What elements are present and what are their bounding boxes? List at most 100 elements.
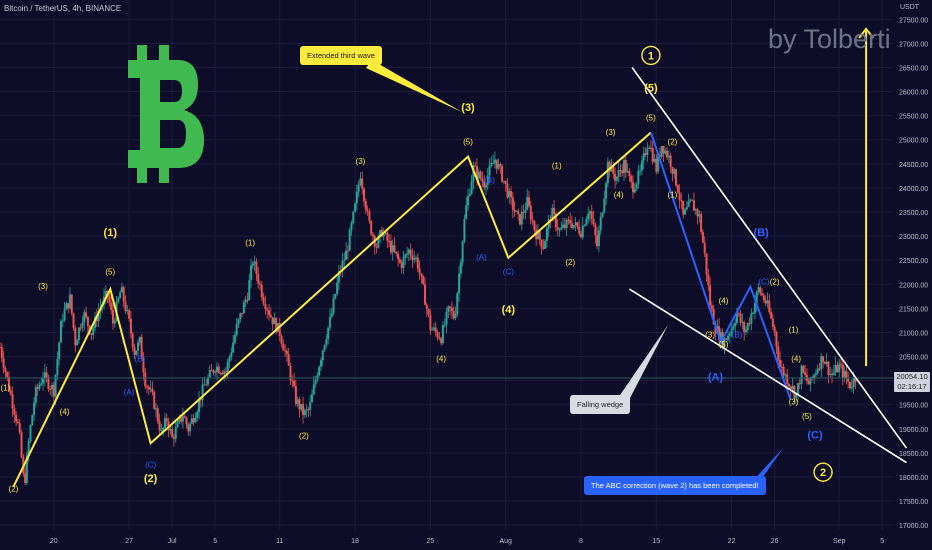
- candle-body: [558, 229, 561, 231]
- candle-body: [147, 386, 150, 390]
- candle-body: [802, 365, 805, 373]
- candle-body: [120, 287, 123, 293]
- candle-body: [205, 384, 208, 386]
- candle-body: [440, 338, 443, 344]
- candle-body: [251, 263, 254, 266]
- candle-body: [255, 261, 258, 275]
- candle-body: [782, 366, 785, 376]
- candle-body: [267, 310, 270, 315]
- candle-body: [415, 257, 418, 259]
- candle-body: [228, 356, 231, 362]
- logo-bar: [159, 165, 169, 183]
- candle-body: [160, 430, 163, 432]
- candle-body: [691, 199, 694, 201]
- candle-body: [257, 274, 260, 284]
- candle-body: [266, 309, 269, 311]
- candle-body: [260, 284, 263, 298]
- candle-body: [330, 313, 333, 317]
- candle-body: [730, 328, 733, 334]
- candle-body: [345, 250, 348, 260]
- candle-body: [314, 379, 317, 385]
- wave-line: [12, 131, 652, 488]
- time-tick-label: 25: [426, 538, 434, 545]
- candle-body: [617, 170, 620, 177]
- candle-body: [49, 389, 52, 391]
- candle-body: [619, 170, 622, 172]
- candle-body: [207, 377, 210, 385]
- candle-body: [588, 211, 591, 214]
- candle-body: [395, 251, 398, 254]
- bitcoin-logo-icon: [128, 45, 204, 183]
- candle-body: [450, 307, 453, 311]
- candle-body: [603, 198, 606, 213]
- candle-body: [529, 205, 532, 220]
- candle-body: [221, 373, 224, 375]
- wave-label: (3): [606, 128, 616, 137]
- candle-body: [578, 226, 581, 234]
- candle-body: [633, 188, 636, 193]
- abc-completed-callout: The ABC correction (wave 2) has been com…: [584, 476, 766, 495]
- time-axis[interactable]: 20 27 Jul 5 11 18 25 Aug 8 15 22 26 Sep 5: [50, 538, 884, 545]
- candle-body: [685, 207, 688, 210]
- price-tick-label: 27000.00: [899, 41, 928, 48]
- price-axis[interactable]: 17000.00 17500.00 18000.00 18500.00 19000.00…: [899, 17, 928, 530]
- candle-body: [517, 210, 520, 215]
- falling-wedge-callout: Falling wedge: [570, 395, 631, 414]
- extended-third-wave-pointer: [366, 60, 462, 112]
- candle-body: [515, 210, 518, 212]
- candle-body: [488, 165, 491, 176]
- candle-body: [111, 310, 114, 324]
- candle-body: [246, 299, 249, 301]
- candle-body: [594, 224, 597, 236]
- candle-body: [11, 394, 14, 409]
- last-price-value: 20054.10: [896, 372, 928, 381]
- candle-body: [599, 216, 602, 231]
- candle-body: [309, 402, 312, 410]
- candle-body: [45, 372, 48, 378]
- candle-body: [562, 224, 565, 228]
- candle-body: [800, 365, 803, 384]
- candle-body: [271, 317, 274, 325]
- candle-body: [649, 147, 652, 149]
- candle-body: [110, 302, 113, 311]
- candle-body: [332, 298, 335, 314]
- candle-body: [723, 338, 726, 347]
- wave-label: (2): [668, 138, 678, 147]
- candle-body: [734, 322, 737, 327]
- candle-body: [737, 313, 740, 315]
- candle-body: [601, 212, 604, 217]
- time-tick-label: 26: [771, 538, 779, 545]
- wave-circle: [641, 45, 661, 66]
- candle-body: [348, 230, 351, 251]
- candle-body: [807, 380, 810, 385]
- arrow-head: [858, 27, 874, 39]
- callout-pointers: [366, 60, 784, 484]
- candle-body: [823, 362, 826, 364]
- candle-body: [770, 312, 773, 319]
- price-tick-label: 23000.00: [899, 234, 928, 241]
- wave-label: (C): [503, 268, 514, 277]
- bar-countdown: 02:16:17: [897, 382, 927, 391]
- wave-label: (5): [644, 83, 658, 95]
- candle-body: [454, 314, 457, 319]
- candle-body: [499, 164, 502, 167]
- candle-body: [465, 205, 468, 219]
- candle-body: [664, 150, 667, 154]
- candle-body: [336, 282, 339, 295]
- candle-body: [61, 320, 64, 322]
- wave-label: (A): [476, 253, 487, 262]
- candle-body: [475, 166, 478, 179]
- candle-body: [375, 246, 378, 248]
- candle-body: [294, 386, 297, 404]
- candle-body: [203, 384, 206, 386]
- candle-body: [303, 410, 306, 416]
- candle-body: [773, 326, 776, 333]
- candle-body: [289, 365, 292, 381]
- candle-body: [743, 322, 746, 333]
- wave-label: (1): [668, 191, 678, 200]
- candle-body: [676, 185, 679, 193]
- candle-body: [820, 356, 823, 370]
- wave-label: (3): [356, 157, 366, 166]
- candle-body: [759, 287, 762, 294]
